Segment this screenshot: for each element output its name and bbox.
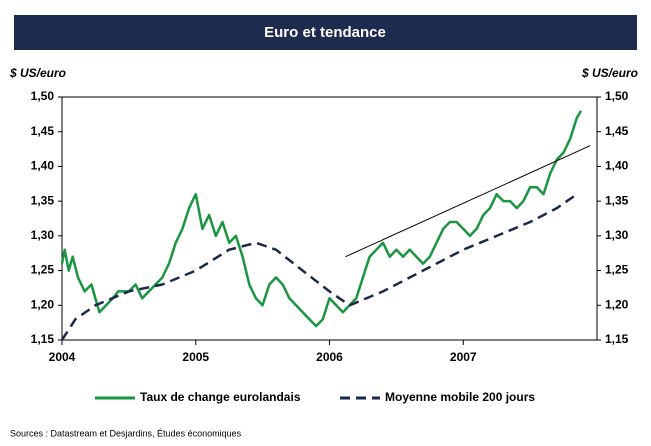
y2-tick-label: 1,30 xyxy=(605,228,629,242)
y2-axis-label: $ US/euro xyxy=(581,66,638,80)
y2-tick-label: 1,35 xyxy=(605,193,629,207)
y-tick-label: 1,50 xyxy=(31,89,55,103)
y-tick-label: 1,45 xyxy=(31,124,55,138)
y-tick-label: 1,25 xyxy=(31,263,55,277)
series-line xyxy=(60,193,578,341)
y2-tick-label: 1,15 xyxy=(605,332,629,346)
x-tick-label: 2006 xyxy=(316,350,343,364)
chart-title: Euro et tendance xyxy=(264,24,386,41)
header-band xyxy=(14,15,637,50)
y-tick-label: 1,15 xyxy=(31,332,55,346)
legend-label: Moyenne mobile 200 jours xyxy=(385,390,535,404)
series-line xyxy=(60,110,583,328)
trend-line xyxy=(345,145,591,258)
plot-frame xyxy=(61,96,598,341)
y2-tick-label: 1,20 xyxy=(605,297,629,311)
y-tick-label: 1,35 xyxy=(31,193,55,207)
source-note: Sources : Datastream et Desjardins, Étud… xyxy=(10,428,242,438)
y2-tick-label: 1,50 xyxy=(605,89,629,103)
y-tick-label: 1,40 xyxy=(31,159,55,173)
y2-tick-label: 1,45 xyxy=(605,124,629,138)
legend-label: Taux de change eurolandais xyxy=(140,390,301,404)
x-tick-label: 2007 xyxy=(450,350,477,364)
y2-tick-label: 1,40 xyxy=(605,159,629,173)
y-tick-label: 1,30 xyxy=(31,228,55,242)
y-axis-label: $ US/euro xyxy=(9,66,66,80)
x-tick-label: 2004 xyxy=(49,350,76,364)
y-tick-label: 1,20 xyxy=(31,297,55,311)
y2-tick-label: 1,25 xyxy=(605,263,629,277)
x-tick-label: 2005 xyxy=(182,350,209,364)
